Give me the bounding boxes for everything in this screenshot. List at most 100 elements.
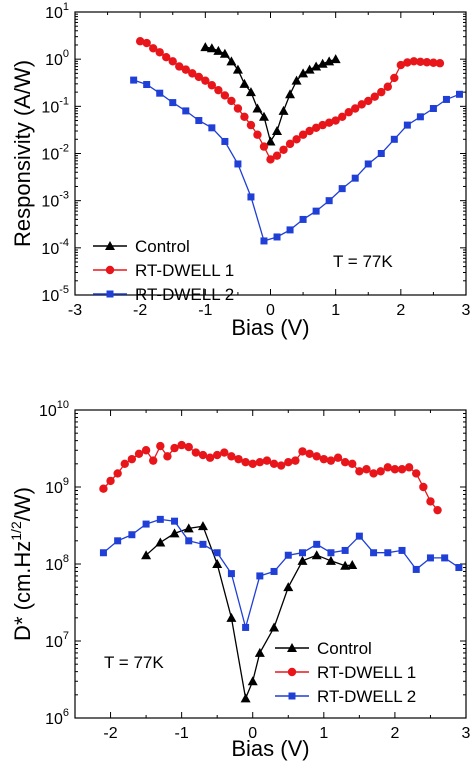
data-point	[142, 520, 150, 528]
data-point	[412, 469, 421, 478]
y-tick-label: 1010	[39, 399, 69, 420]
y-axis-title: Responsivity (A/W)	[10, 60, 35, 247]
data-point	[269, 622, 280, 632]
data-point	[247, 676, 258, 686]
data-point	[305, 126, 314, 136]
data-point	[227, 96, 236, 106]
data-point	[312, 452, 321, 461]
data-point	[130, 76, 138, 84]
data-point	[127, 454, 137, 464]
data-point	[311, 61, 322, 71]
data-point	[246, 120, 256, 130]
detectivity-chart: -2 -1 0 1 2 3 106 107 108 109 1010 Bias (V) D* (cm.H…	[8, 399, 471, 761]
data-point	[318, 120, 327, 130]
data-point	[326, 456, 336, 465]
x-axis-title: Bias (V)	[231, 315, 309, 340]
data-point	[433, 505, 442, 515]
data-point	[248, 459, 257, 469]
data-point	[227, 570, 235, 578]
data-point	[242, 623, 250, 631]
data-point	[177, 440, 186, 450]
data-point	[259, 142, 269, 151]
data-point	[272, 151, 282, 160]
data-point	[114, 537, 122, 545]
y-tick-label: 100	[45, 48, 69, 69]
data-point	[205, 453, 215, 462]
data-point	[185, 537, 193, 545]
data-point	[199, 540, 207, 548]
data-point	[219, 48, 230, 58]
data-point	[331, 116, 340, 125]
legend-label: RT-DWELL 2	[317, 687, 416, 706]
data-point	[390, 73, 399, 83]
data-point	[258, 111, 269, 121]
data-point	[134, 449, 144, 458]
legend-marker	[287, 643, 297, 652]
data-point	[341, 546, 349, 554]
data-point	[226, 612, 237, 622]
data-point	[390, 135, 398, 143]
data-point	[313, 540, 321, 548]
responsivity-chart: -3 -2 -1 0 1 2 3 10-5 10-4 10-3 10-2 10-1 100 101 Bias…	[10, 1, 471, 340]
data-point	[206, 43, 217, 53]
data-point	[330, 54, 341, 64]
data-point	[168, 57, 177, 66]
legend-marker	[105, 241, 115, 250]
data-point	[212, 559, 223, 568]
data-point	[337, 112, 347, 121]
data-point	[141, 550, 152, 560]
data-point	[325, 555, 336, 565]
legend-marker	[106, 290, 114, 298]
data-point	[247, 193, 255, 201]
data-point	[338, 185, 346, 193]
data-point	[369, 469, 378, 478]
data-point	[383, 82, 392, 91]
y-tick-label: 10-5	[41, 284, 69, 305]
data-point	[149, 44, 158, 53]
data-point	[344, 108, 353, 117]
y-tick-label: 10-1	[41, 95, 69, 116]
series-dwell1	[99, 440, 442, 515]
legend-label: Control	[135, 237, 190, 256]
data-point	[325, 197, 333, 205]
data-point	[376, 467, 385, 476]
data-point	[305, 449, 314, 458]
x-tick-label: 3	[462, 725, 471, 742]
data-point	[169, 99, 177, 107]
x-tick-label: 0	[248, 725, 257, 742]
data-point	[416, 57, 425, 66]
data-point	[269, 459, 279, 469]
data-point	[220, 91, 230, 100]
data-point	[351, 104, 360, 113]
data-point	[297, 555, 308, 565]
data-point	[357, 100, 366, 109]
legend: Control RT-DWELL 1 RT-DWELL 2	[93, 237, 234, 304]
legend: Control RT-DWELL 1 RT-DWELL 2	[275, 639, 416, 706]
legend-marker	[287, 667, 297, 677]
x-tick-label: -1	[175, 725, 189, 742]
data-point	[384, 549, 392, 557]
data-point	[272, 125, 283, 135]
x-tick-label: 2	[396, 302, 405, 319]
series-line	[102, 518, 460, 630]
data-point	[213, 45, 224, 55]
data-point	[409, 57, 419, 66]
data-point	[233, 104, 243, 113]
y-tick-label: 10-3	[41, 190, 69, 211]
data-point	[254, 647, 265, 657]
x-tick-label: 1	[331, 302, 340, 319]
data-point	[162, 53, 171, 62]
data-point	[208, 124, 216, 132]
data-point	[240, 693, 251, 703]
data-point	[234, 160, 242, 168]
data-point	[404, 463, 414, 472]
plot-frame	[74, 11, 467, 296]
data-point	[191, 448, 201, 457]
data-point	[279, 145, 288, 154]
data-point	[252, 103, 263, 113]
data-point	[106, 476, 115, 486]
temperature-annotation: T = 77K	[104, 653, 164, 672]
data-point	[207, 81, 217, 90]
data-point	[455, 90, 463, 98]
y-tick-label: 10-2	[41, 143, 69, 164]
